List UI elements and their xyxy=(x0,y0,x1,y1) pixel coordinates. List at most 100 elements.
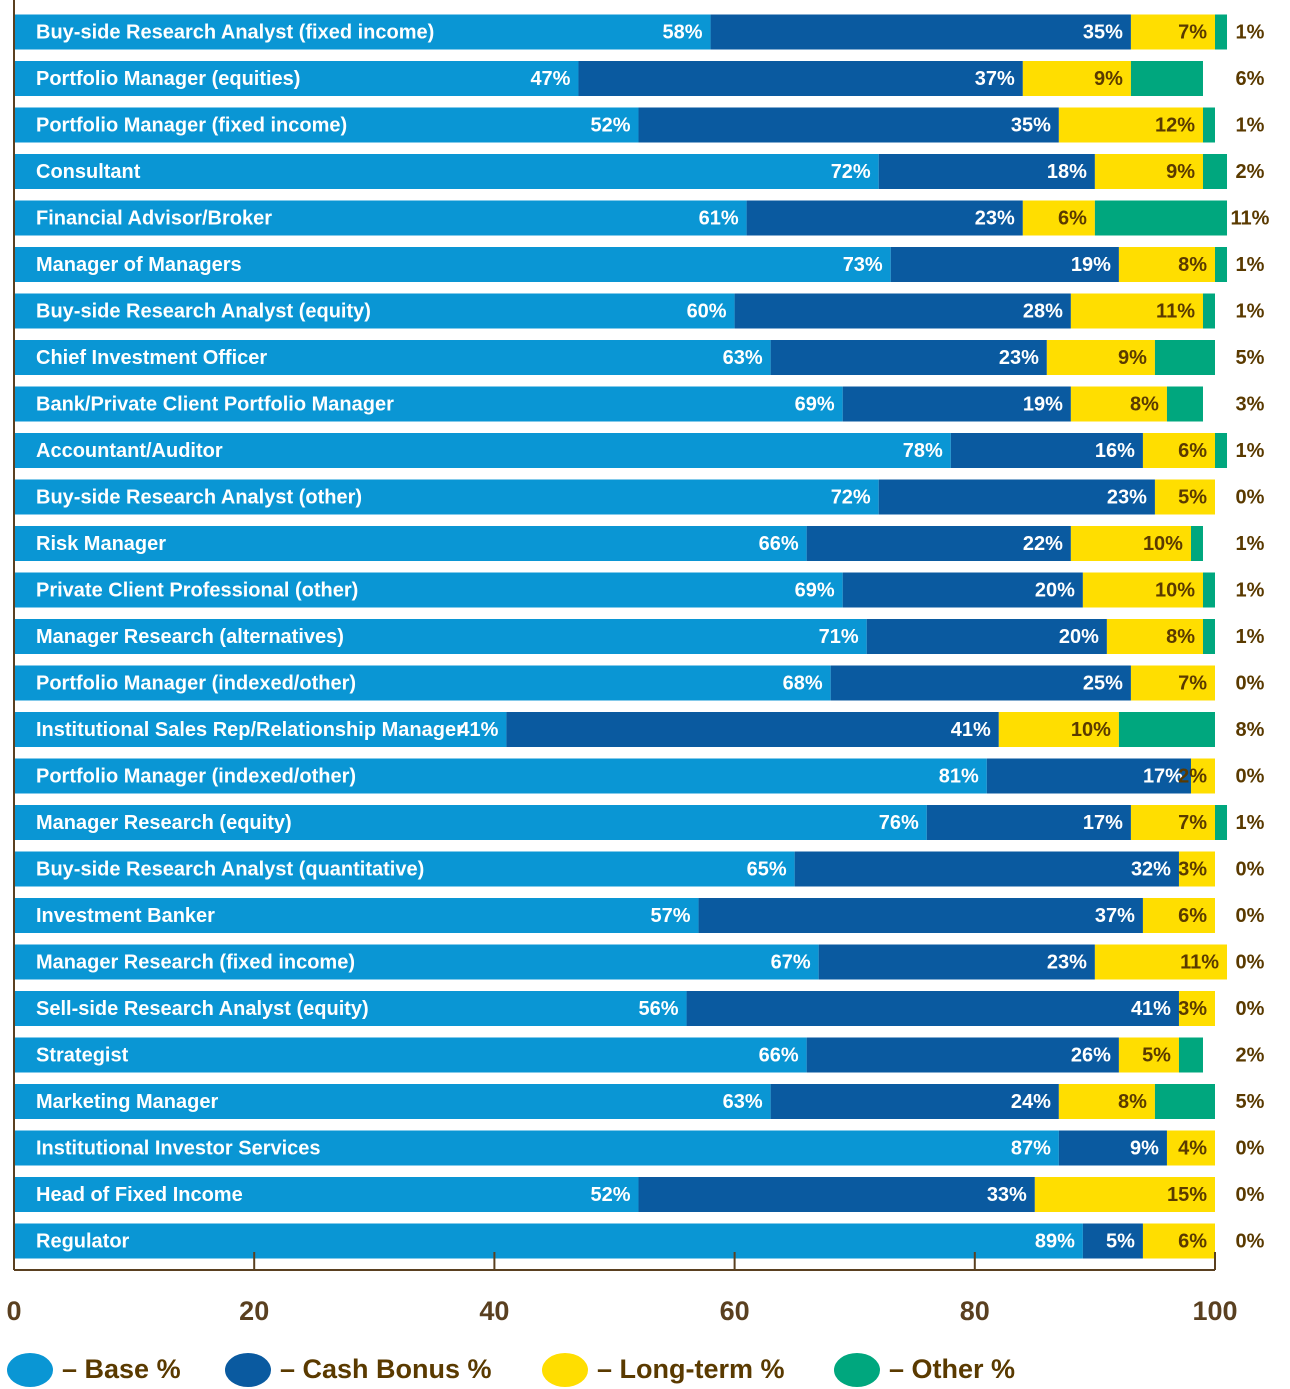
value-label: 68% xyxy=(783,672,823,694)
value-label: 1% xyxy=(1236,114,1265,136)
bar-segment xyxy=(638,1177,1035,1212)
bar-segment xyxy=(14,14,711,50)
category-label: Regulator xyxy=(36,1230,130,1252)
bar-segment xyxy=(1202,107,1215,143)
bar-segment xyxy=(1142,433,1215,468)
bar-segment xyxy=(1202,619,1215,654)
bar-segment xyxy=(998,712,1119,747)
value-label: 41% xyxy=(951,719,991,741)
legend-label: – Cash Bonus % xyxy=(280,1354,492,1384)
value-label: 1% xyxy=(1236,300,1265,322)
bar-segment xyxy=(1058,1130,1167,1166)
value-label: 1% xyxy=(1236,440,1265,462)
bar-segment xyxy=(1082,572,1203,608)
value-label: 73% xyxy=(843,254,883,276)
value-label: 26% xyxy=(1071,1044,1111,1066)
category-label: Marketing Manager xyxy=(36,1091,218,1113)
bar-segment xyxy=(686,991,1179,1026)
value-label: 6% xyxy=(1178,440,1207,462)
value-label: 8% xyxy=(1118,1091,1147,1113)
value-label: 5% xyxy=(1106,1230,1135,1252)
value-label: 12% xyxy=(1155,114,1195,136)
bar-segment xyxy=(710,14,1131,50)
bar-segment xyxy=(1215,433,1228,468)
bar-segment xyxy=(1202,154,1228,189)
value-label: 7% xyxy=(1178,812,1207,834)
value-label: 10% xyxy=(1071,719,1111,741)
value-label: 63% xyxy=(723,347,763,369)
value-label: 9% xyxy=(1094,68,1123,90)
category-label: Financial Advisor/Broker xyxy=(36,207,272,229)
bar-segment xyxy=(698,898,1143,933)
value-label: 19% xyxy=(1071,254,1111,276)
value-label: 56% xyxy=(639,998,679,1020)
value-label: 72% xyxy=(831,161,871,183)
bar-segment xyxy=(866,619,1107,654)
value-label: 87% xyxy=(1011,1137,1051,1159)
value-label: 11% xyxy=(1231,207,1270,229)
category-label: Portfolio Manager (indexed/other) xyxy=(36,765,356,787)
value-label: 0% xyxy=(1236,998,1265,1020)
value-label: 58% xyxy=(663,21,703,43)
category-label: Chief Investment Officer xyxy=(36,347,267,369)
value-label: 63% xyxy=(723,1091,763,1113)
bar-segment xyxy=(14,526,807,561)
bar-segment xyxy=(878,154,1095,189)
bar-segment xyxy=(14,386,843,422)
category-label: Sell-side Research Analyst (equity) xyxy=(36,998,369,1020)
bar-segment xyxy=(1190,526,1203,561)
bar-segment xyxy=(926,805,1131,840)
bar-segment xyxy=(1215,805,1228,840)
legend-swatch xyxy=(542,1353,588,1387)
category-label: Institutional Investor Services xyxy=(36,1137,321,1159)
value-label: 7% xyxy=(1178,672,1207,694)
x-tick-label: 0 xyxy=(6,1296,21,1326)
bar-segment xyxy=(1130,61,1203,96)
value-label: 66% xyxy=(759,533,799,555)
bar-segment xyxy=(1094,154,1203,189)
bar-segment xyxy=(986,758,1191,794)
bar-segment xyxy=(506,712,999,747)
category-label: Manager Research (equity) xyxy=(36,812,292,834)
bar-segment xyxy=(14,1223,1083,1259)
bar-segment xyxy=(1022,61,1131,96)
bar-segment xyxy=(14,805,927,840)
legend-swatch xyxy=(7,1353,53,1387)
bar-segment xyxy=(1130,805,1215,840)
bar-segment xyxy=(734,293,1071,329)
bar-segment xyxy=(14,247,891,282)
category-label: Head of Fixed Income xyxy=(36,1184,243,1206)
value-label: 69% xyxy=(795,393,835,415)
category-label: Strategist xyxy=(36,1044,129,1066)
value-label: 0% xyxy=(1236,1184,1265,1206)
category-label: Portfolio Manager (equities) xyxy=(36,68,300,90)
bar-segment xyxy=(14,340,771,375)
bar-segment xyxy=(14,944,819,980)
bar-segment xyxy=(14,154,879,189)
bar-segment xyxy=(1166,386,1203,422)
value-label: 23% xyxy=(975,207,1015,229)
value-label: 11% xyxy=(1156,300,1195,322)
value-label: 5% xyxy=(1236,347,1265,369)
bar-segment xyxy=(638,107,1059,143)
category-label: Buy-side Research Analyst (other) xyxy=(36,486,362,508)
bar-segment xyxy=(578,61,1023,96)
value-label: 69% xyxy=(795,579,835,601)
bar-segment xyxy=(1178,1037,1203,1073)
bar-segment xyxy=(806,1037,1119,1073)
value-label: 0% xyxy=(1236,951,1265,973)
bar-segment xyxy=(1034,1177,1215,1212)
bar-segment xyxy=(770,340,1047,375)
x-tick-label: 80 xyxy=(960,1296,990,1326)
bar-segment xyxy=(746,200,1023,236)
value-label: 10% xyxy=(1155,579,1195,601)
bar-segment xyxy=(890,247,1119,282)
value-label: 71% xyxy=(819,626,859,648)
value-label: 57% xyxy=(651,905,691,927)
bar-segment xyxy=(14,293,735,329)
value-label: 7% xyxy=(1178,21,1207,43)
value-label: 0% xyxy=(1236,858,1265,880)
value-label: 23% xyxy=(1107,486,1147,508)
bar-segment xyxy=(1082,1223,1143,1259)
